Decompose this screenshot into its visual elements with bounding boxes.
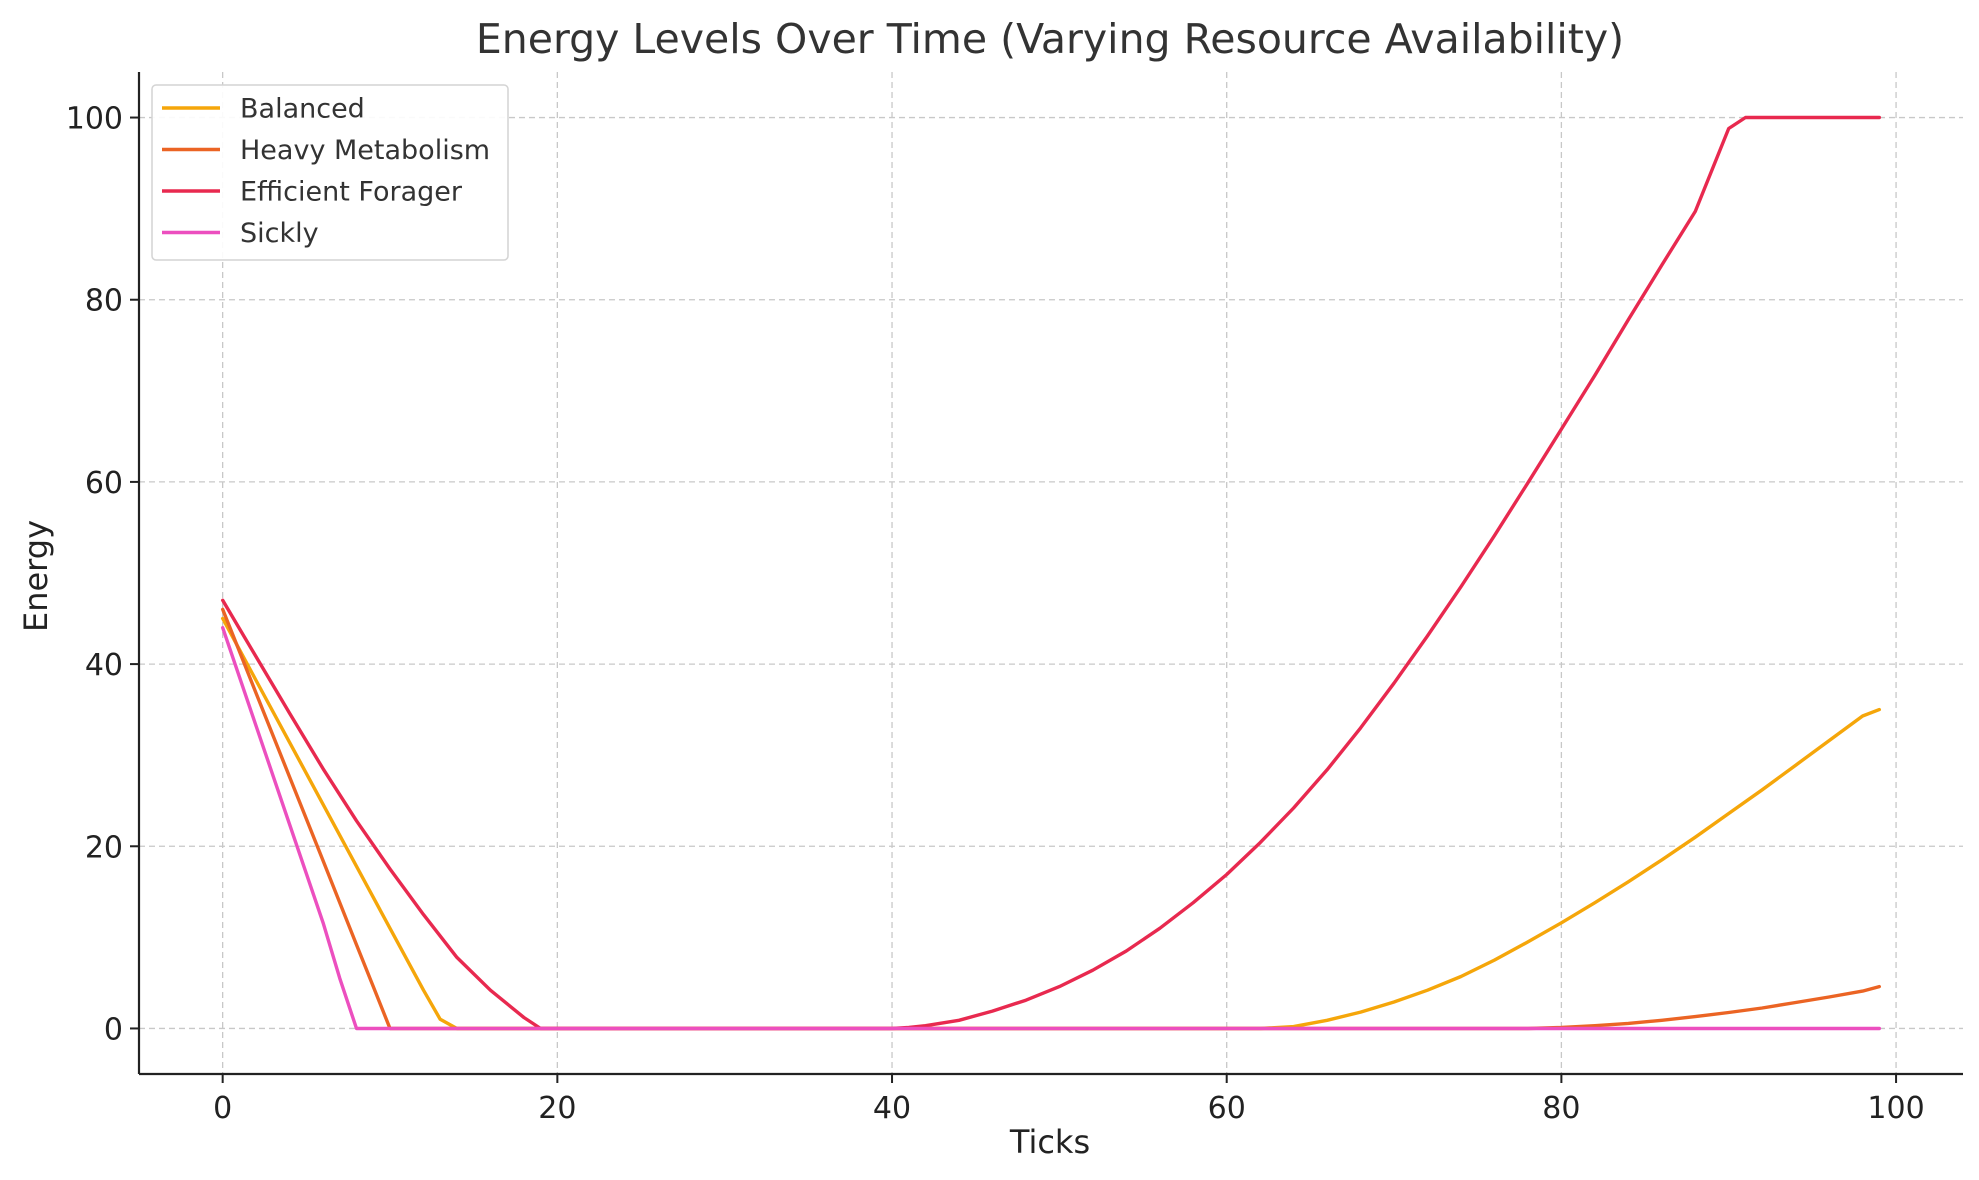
- chart-title: Energy Levels Over Time (Varying Resourc…: [476, 15, 1624, 63]
- x-tick-label: 100: [1867, 1091, 1924, 1126]
- y-tick-label: 0: [104, 1012, 123, 1047]
- legend-label-efficient-forager: Efficient Forager: [240, 177, 463, 208]
- x-axis-label: Ticks: [1009, 1123, 1090, 1161]
- ticks: 0 20 40 60 80 100 0 20 40 60 80 100: [66, 102, 1925, 1126]
- y-tick-label: 20: [85, 830, 123, 865]
- series-line-heavy-metabolism: [220, 607, 1882, 1031]
- legend-box: [151, 84, 509, 261]
- legend-label-sickly: Sickly: [240, 218, 319, 249]
- y-tick-label: 40: [85, 648, 123, 683]
- legend-label-balanced: Balanced: [240, 94, 365, 125]
- x-tick-label: 80: [1542, 1091, 1580, 1126]
- series-line-efficient-forager: [220, 115, 1882, 1031]
- series-line-sickly: [220, 626, 1882, 1031]
- y-tick-label: 100: [66, 102, 123, 137]
- x-tick-label: 0: [213, 1091, 232, 1126]
- legend-label-heavy-metabolism: Heavy Metabolism: [240, 135, 490, 166]
- x-tick-label: 60: [1208, 1091, 1246, 1126]
- x-tick-label: 20: [538, 1091, 576, 1126]
- y-tick-label: 60: [85, 466, 123, 501]
- y-tick-label: 80: [85, 284, 123, 319]
- legend: Balanced Heavy Metabolism Efficient Forage…: [151, 84, 509, 261]
- axes: [137, 72, 1963, 1076]
- y-axis-label: Energy: [17, 520, 55, 632]
- x-tick-label: 40: [873, 1091, 911, 1126]
- series-lines: [220, 115, 1882, 1031]
- series-line-balanced: [220, 616, 1882, 1031]
